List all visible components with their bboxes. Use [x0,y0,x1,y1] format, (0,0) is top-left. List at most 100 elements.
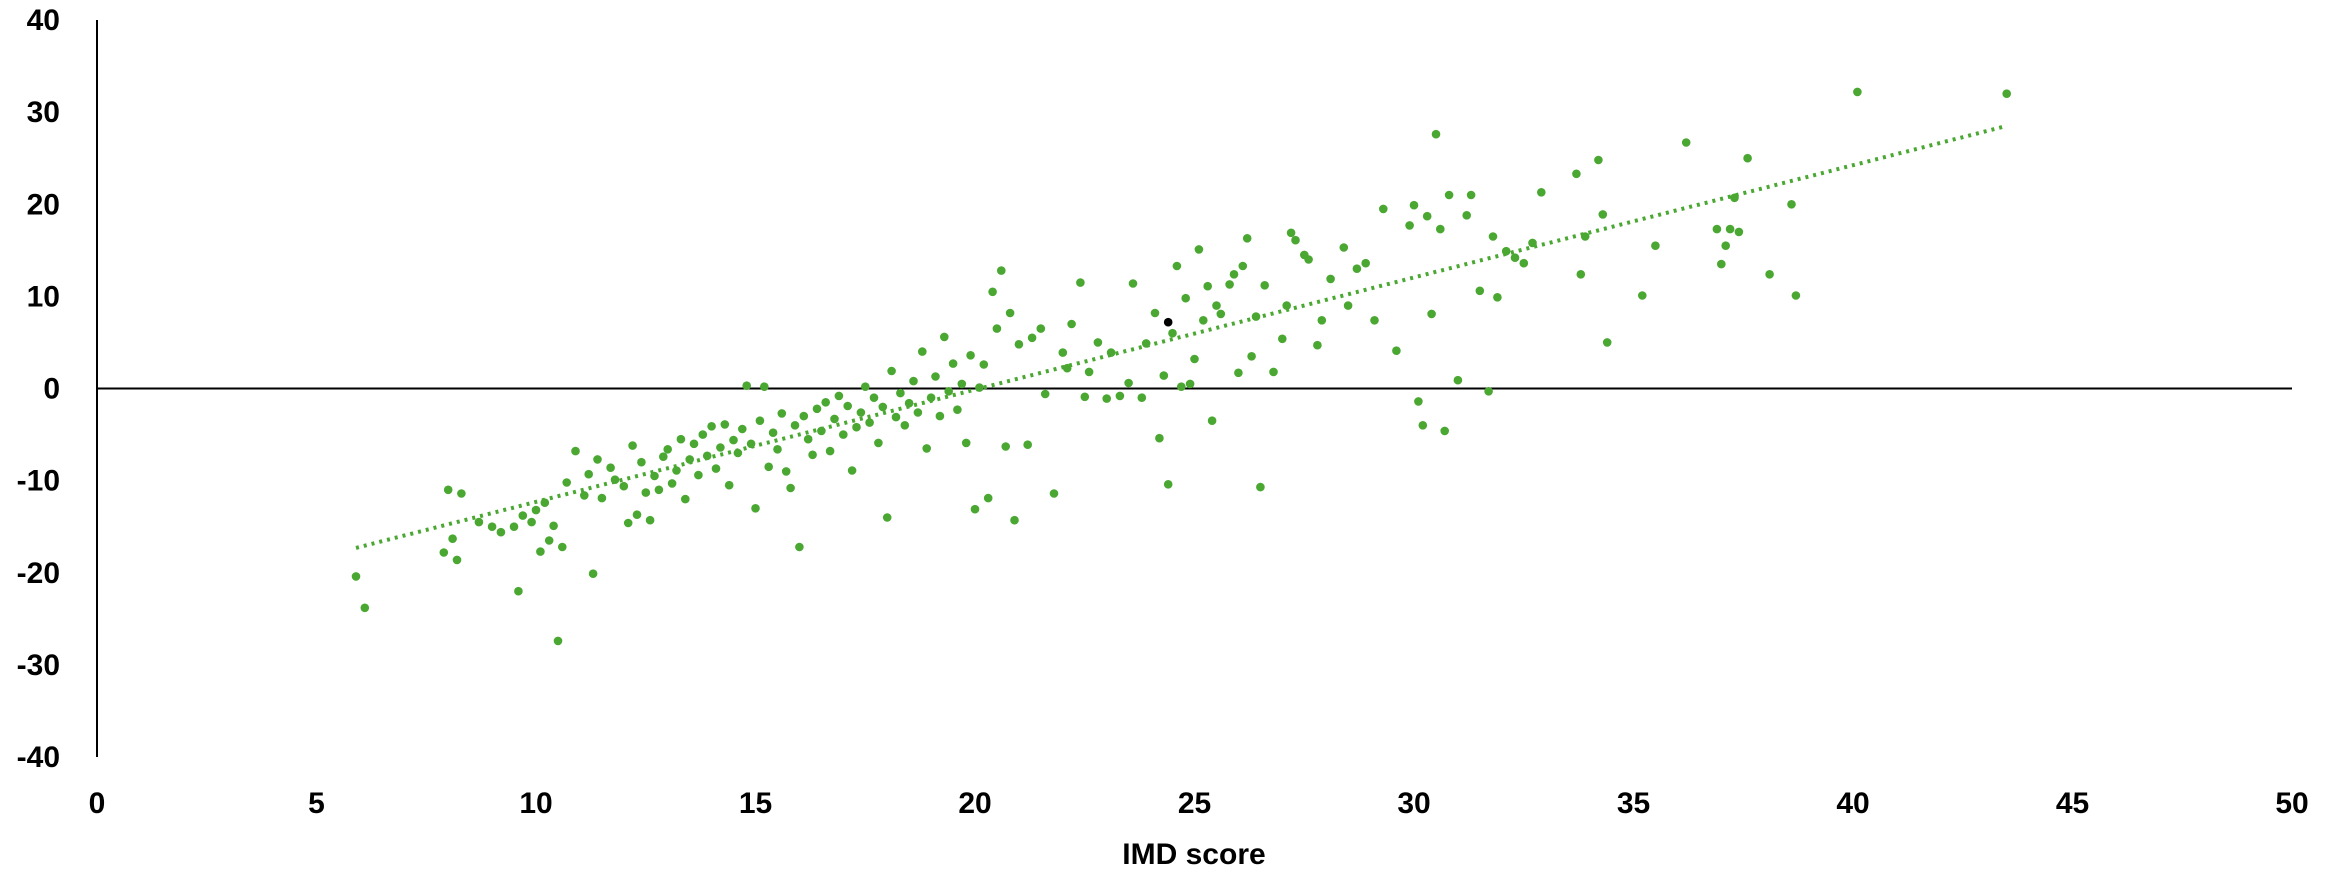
data-point [1743,153,1752,163]
data-point [457,489,466,498]
data-point [795,542,804,552]
data-point [1466,190,1476,200]
data-point [1027,333,1037,343]
data-point [1014,340,1024,349]
data-point [1510,253,1520,262]
data-point [448,534,457,543]
data-point [918,347,927,356]
y-tick-label: -20 [17,557,60,590]
data-point [1260,281,1269,290]
data-points [351,87,2011,646]
y-tick-label: 20 [27,188,60,221]
x-axis-title: IMD score [1122,838,1265,870]
data-point [834,391,844,401]
data-point [558,542,567,552]
x-tick-label: 50 [2275,787,2308,820]
data-point [694,470,703,480]
data-point [1286,228,1296,238]
data-point [667,479,677,488]
data-point [1199,316,1208,325]
data-point [988,287,997,297]
data-point [439,548,449,557]
data-point [1181,293,1190,303]
y-tick-label: 30 [27,96,60,129]
data-point [983,493,993,503]
data-point [597,493,607,503]
data-point [606,463,615,473]
data-point [1484,387,1493,396]
data-point [1462,211,1471,220]
data-point [544,536,554,545]
data-point [1177,382,1186,392]
data-point [1712,224,1722,234]
data-point [931,372,940,381]
data-point [1418,421,1428,430]
data-point [1598,210,1608,219]
data-point [1638,291,1647,300]
data-point [878,402,888,412]
data-point [1734,227,1744,237]
data-point [1317,316,1327,325]
data-point [948,359,958,368]
data-point [738,424,747,434]
data-point [1194,245,1204,254]
data-point [1339,243,1349,252]
data-point [1313,340,1322,350]
data-point [896,388,905,398]
data-point [663,445,672,454]
data-point [1102,394,1111,403]
data-point [1572,169,1581,179]
data-point [935,411,945,421]
highlighted-point [1163,317,1173,327]
data-point [970,504,980,514]
data-point [760,382,769,392]
data-point [487,522,497,531]
data-point [1159,371,1169,380]
data-point [1216,309,1226,319]
data-point [1207,416,1217,426]
data-point [571,446,580,456]
data-point [1725,224,1735,234]
data-point [1594,155,1603,165]
data-point [351,572,361,581]
data-point [839,430,848,439]
data-point [1163,480,1173,489]
data-point [593,455,602,464]
data-point [1225,280,1234,289]
data-point [1093,338,1103,347]
data-point [825,446,835,456]
data-point [654,485,664,495]
data-point [584,469,593,479]
data-point [891,412,901,422]
data-point [509,522,519,531]
data-point [707,422,716,431]
data-point [1501,246,1511,256]
data-point [992,324,1002,333]
data-point [1106,348,1116,357]
data-point [659,452,668,462]
data-point [1080,392,1090,402]
data-point [1234,368,1243,378]
data-point [953,405,962,415]
data-point [527,517,536,527]
data-point [1602,338,1612,347]
data-point [729,435,738,445]
data-point [1141,339,1151,348]
data-point [830,414,839,424]
y-axis: 40 30 20 10 0 -10 -20 -30 -40 [17,4,98,774]
data-point [1212,301,1221,310]
data-point [1343,301,1353,310]
data-point [1291,235,1300,245]
data-point [641,488,651,497]
data-point [1422,211,1432,221]
data-point [1453,375,1463,385]
data-point [1427,309,1436,319]
data-point [1185,379,1195,389]
data-point [1853,87,1862,97]
data-point [817,426,826,436]
data-point [1282,301,1291,310]
data-point [1040,389,1050,399]
x-tick-label: 15 [739,787,772,820]
data-point [742,381,751,391]
data-point [808,450,817,460]
